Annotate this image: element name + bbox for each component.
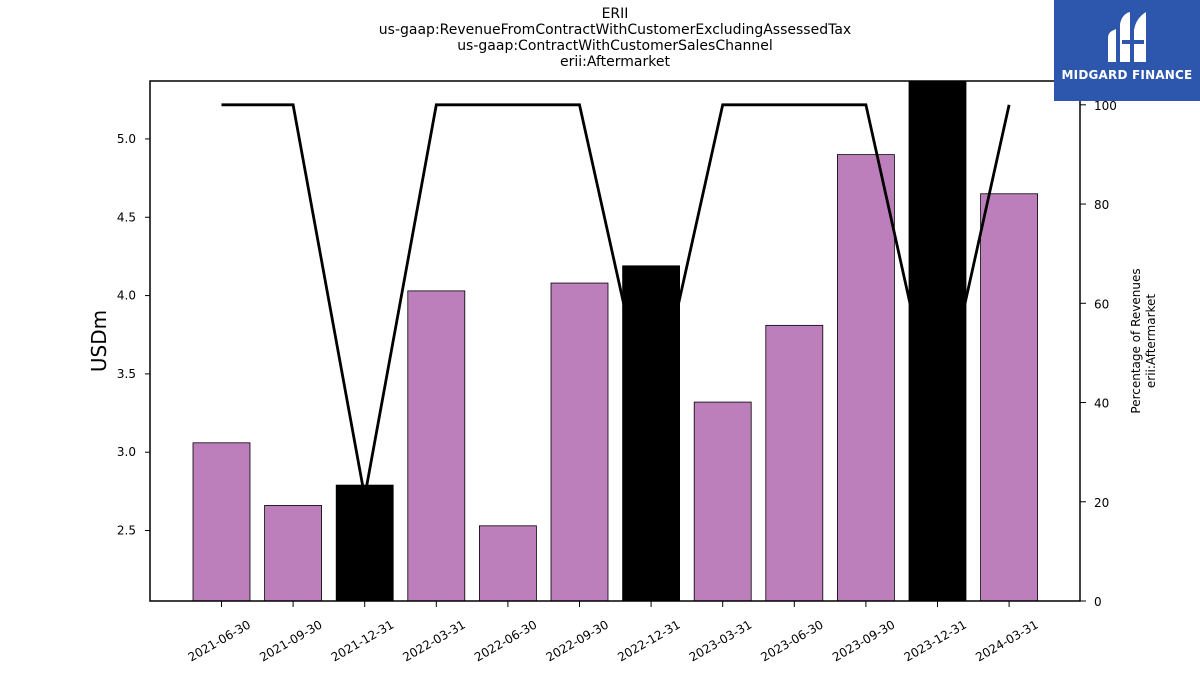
right-axis-ticks: 0 20 40 60 80 100: [1080, 99, 1117, 609]
x-tick-label: 2023-09-30: [830, 617, 897, 664]
y2-axis-label-line2: erii:Aftermarket: [1144, 294, 1158, 389]
x-tick-label: 2024-03-31: [973, 617, 1040, 664]
x-tick-label: 2021-09-30: [257, 617, 324, 664]
x-tick-label: 2022-03-31: [400, 617, 467, 664]
x-tick-label: 2021-12-31: [329, 617, 396, 664]
x-tick-label: 2022-12-31: [615, 617, 682, 664]
logo-text: MIDGARD FINANCE: [1061, 68, 1193, 82]
plot-frame: [149, 80, 1081, 602]
y-axis-label: USDm: [87, 310, 111, 372]
y-tick-label: 2.5: [117, 524, 136, 538]
chart-title: ERII us-gaap:RevenueFromContractWithCust…: [0, 6, 1200, 70]
x-tick-label: 2023-12-31: [902, 617, 969, 664]
bar-2022-03-31: [407, 290, 466, 602]
y2-tick-label: 40: [1094, 397, 1109, 411]
bar-2023-09-30: [837, 154, 895, 602]
bar-2022-06-30: [478, 525, 537, 602]
x-tick-label: 2023-03-31: [687, 617, 754, 664]
bar-2023-06-30: [765, 324, 824, 602]
midgard-finance-logo: MIDGARD FINANCE: [1054, 0, 1200, 101]
y-tick-label: 3.0: [117, 445, 136, 459]
y2-tick-label: 80: [1094, 198, 1109, 212]
left-axis-ticks: 2.5 3.0 3.5 4.0 4.5 5.0: [117, 132, 150, 538]
bar-2021-06-30: [192, 442, 251, 602]
x-tick-label: 2021-06-30: [186, 617, 253, 664]
title-line-ticker: ERII: [601, 6, 629, 22]
y-tick-label: 5.0: [117, 132, 136, 146]
y2-tick-label: 20: [1094, 496, 1109, 510]
bar-2024-03-31: [980, 193, 1038, 602]
bar-series: [192, 80, 1038, 602]
y2-axis-label-line1: Percentage of Revenues: [1129, 268, 1143, 413]
bar-2023-03-31: [693, 401, 752, 602]
title-line-concept: us-gaap:RevenueFromContractWithCustomerE…: [378, 22, 852, 38]
title-line-axis: us-gaap:ContractWithCustomerSalesChannel: [457, 38, 773, 54]
percentage-line: [221, 103, 1011, 498]
y-tick-label: 3.5: [117, 367, 136, 381]
title-line-member: erii:Aftermarket: [560, 54, 670, 70]
y-tick-label: 4.0: [117, 289, 136, 303]
percentage-line-series: [221, 103, 1011, 498]
y2-tick-label: 0: [1094, 595, 1102, 609]
x-tick-label: 2022-09-30: [544, 617, 611, 664]
logo-mark-icon: [1108, 12, 1146, 62]
y2-tick-label: 60: [1094, 297, 1109, 311]
bar-2021-12-31: [335, 484, 394, 602]
y-tick-label: 4.5: [117, 210, 136, 224]
x-tick-label: 2022-06-30: [472, 617, 539, 664]
bar-2022-09-30: [550, 282, 609, 602]
y2-tick-label: 100: [1094, 99, 1117, 113]
x-axis-ticks: 2021-06-30 2021-09-30 2021-12-31 2022-03-31…: [186, 601, 1041, 664]
bar-2022-12-31: [622, 265, 680, 602]
bar-2021-09-30: [264, 505, 323, 602]
x-tick-label: 2023-06-30: [758, 617, 825, 664]
